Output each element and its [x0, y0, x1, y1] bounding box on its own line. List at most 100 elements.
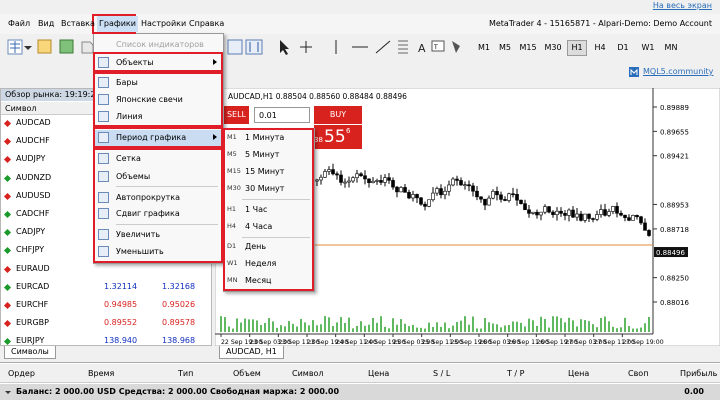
- candle-body: [391, 180, 395, 188]
- candle-body: [547, 206, 551, 213]
- period-item[interactable]: День: [245, 242, 267, 251]
- time-label: 24 Sep 19:00: [364, 339, 405, 346]
- timeframe-button[interactable]: H4: [594, 43, 606, 52]
- terminal-column: S / L: [433, 369, 451, 378]
- candle-body: [359, 173, 363, 177]
- candle-body: [379, 180, 383, 183]
- candle-body: [535, 211, 539, 216]
- menu-icon: [98, 192, 109, 203]
- candle-body: [511, 193, 515, 196]
- period-item[interactable]: 4 Часа: [245, 222, 273, 231]
- community-icon: [629, 67, 639, 77]
- period-code: D1: [227, 242, 237, 250]
- timeframe-button[interactable]: M30: [544, 43, 562, 52]
- timeframe-button[interactable]: M15: [519, 43, 537, 52]
- time-label: 23 Sep 03:00: [250, 339, 291, 346]
- candle-body: [467, 184, 471, 187]
- terminal-column: Ордер: [8, 369, 35, 378]
- menu-bar-item[interactable]: Настройки: [141, 19, 187, 28]
- time-label: 23 Sep 19:00: [307, 339, 348, 346]
- bid-price: 138.940: [104, 336, 138, 346]
- menu-item: Список индикаторов: [116, 40, 204, 49]
- svg-text:A: A: [418, 42, 426, 55]
- menu-item[interactable]: Объекты: [116, 58, 154, 67]
- timeframe-button[interactable]: M5: [499, 43, 511, 52]
- menu-bar-item[interactable]: Графики: [97, 16, 138, 32]
- symbol-name: AUDNZD: [16, 172, 52, 182]
- candle-body: [407, 192, 411, 199]
- menu-item[interactable]: Бары: [116, 78, 138, 87]
- candle-body: [403, 187, 407, 193]
- menu-item[interactable]: Автопрокрутка: [116, 193, 180, 202]
- market-watch-tab[interactable]: Символы: [4, 346, 56, 359]
- candle-body: [619, 212, 623, 216]
- candle-body: [503, 199, 507, 201]
- period-item[interactable]: Месяц: [245, 276, 272, 285]
- timeframe-button[interactable]: W1: [641, 43, 655, 52]
- menu-icon: [98, 153, 109, 164]
- candle-body: [339, 174, 343, 183]
- lot-input[interactable]: 0.01: [254, 107, 310, 123]
- candle-body: [419, 197, 423, 205]
- menu-item[interactable]: Сетка: [116, 154, 141, 163]
- time-label: 24 Sep 11:00: [336, 339, 377, 346]
- candle-body: [599, 209, 603, 215]
- terminal-column: Цена: [368, 369, 390, 378]
- ask-price: 0.95026: [162, 300, 196, 309]
- candle-body: [315, 179, 319, 182]
- submenu-arrow: [213, 134, 217, 140]
- period-code: M30: [227, 184, 241, 192]
- menu-item[interactable]: Период графика: [116, 133, 187, 142]
- timeframe-button[interactable]: H1: [567, 40, 587, 56]
- buy-price-small: 38: [314, 136, 323, 144]
- charts-menu: Список индикаторов Объекты Бары Японские св…: [93, 33, 224, 264]
- ask-price: 0.89578: [162, 318, 196, 328]
- menu-item[interactable]: Японские свечи: [116, 95, 183, 104]
- candle-body: [479, 196, 483, 200]
- candle-body: [439, 188, 443, 196]
- period-item[interactable]: 15 Минут: [245, 167, 285, 176]
- menu-bar-item[interactable]: Файл: [8, 19, 31, 28]
- period-item[interactable]: 1 Час: [245, 205, 268, 214]
- timeframe-button[interactable]: M1: [478, 43, 490, 52]
- menu-bar-item[interactable]: Вид: [38, 19, 55, 28]
- menu-item[interactable]: Линия: [116, 112, 143, 121]
- candle-body: [495, 191, 499, 196]
- toolbar: A T: [7, 39, 460, 55]
- candle-body: [499, 194, 503, 200]
- candle-body: [463, 184, 467, 186]
- period-item[interactable]: 1 Минута: [245, 133, 285, 142]
- candle-body: [583, 213, 587, 221]
- menu-bar-item[interactable]: Справка: [189, 19, 225, 28]
- timeframe-button[interactable]: D1: [617, 43, 629, 52]
- menu-icon: [98, 57, 109, 68]
- menu-item[interactable]: Сдвиг графика: [116, 209, 180, 218]
- candle-body: [523, 203, 527, 211]
- candle-body: [587, 213, 591, 219]
- terminal-column: Тип: [178, 369, 194, 378]
- period-item[interactable]: 30 Минут: [245, 184, 285, 193]
- candle-body: [395, 186, 399, 193]
- menu-item[interactable]: Уменьшить: [116, 247, 164, 256]
- chart-header: AUDCAD,H1 0.88504 0.88560 0.88484 0.8849…: [228, 92, 407, 101]
- menu-bar-item[interactable]: Вставка: [61, 19, 95, 28]
- symbol-name: CADJPY: [16, 227, 46, 237]
- time-label: 27 Sep 19:00: [622, 339, 663, 346]
- candle-body: [319, 176, 323, 181]
- menu-item[interactable]: Объемы: [116, 172, 151, 181]
- chart-tab[interactable]: AUDCAD, H1: [219, 346, 284, 359]
- sell-button[interactable]: SELL: [224, 106, 249, 124]
- fullscreen-link[interactable]: На весь экран: [652, 1, 712, 10]
- period-item[interactable]: 5 Минут: [245, 150, 280, 159]
- terminal-column: Объем: [233, 369, 261, 378]
- candle-body: [351, 177, 355, 182]
- period-item[interactable]: Неделя: [245, 259, 277, 268]
- buy-price-big: 55: [324, 127, 346, 147]
- timeframe-button[interactable]: MN: [664, 43, 678, 52]
- menu-item[interactable]: Увеличить: [116, 230, 161, 239]
- community-link[interactable]: MQL5.community: [643, 67, 714, 76]
- time-label: 25 Sep 19:00: [450, 339, 491, 346]
- menu-bar: [0, 14, 720, 34]
- buy-button[interactable]: BUY: [314, 106, 362, 124]
- candle-body: [519, 199, 523, 204]
